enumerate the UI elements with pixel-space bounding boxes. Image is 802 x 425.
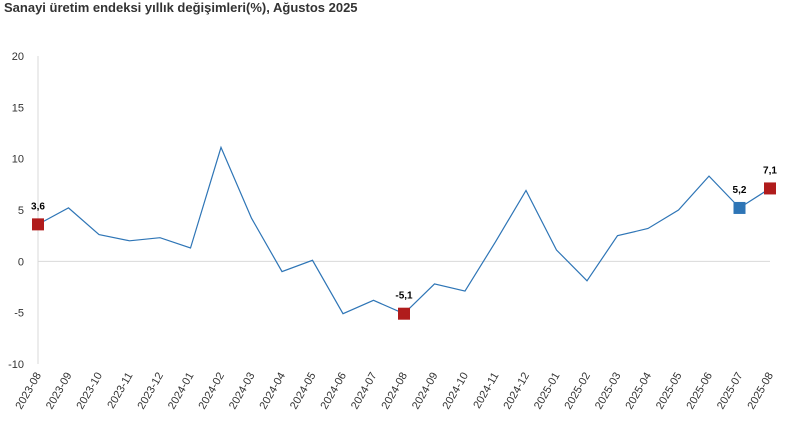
data-label: 3,6 <box>31 201 45 212</box>
x-tick-label: 2024-01 <box>166 371 197 412</box>
x-tick-label: 2025-06 <box>684 371 715 412</box>
data-labels: 3,6 -5,1 5,2 7,1 <box>31 165 777 301</box>
y-tick-label: -5 <box>14 308 24 320</box>
highlight-marker <box>733 201 746 214</box>
data-label: 5,2 <box>733 185 747 196</box>
x-tick-label: 2024-02 <box>196 371 227 412</box>
y-tick-label: 20 <box>12 51 24 63</box>
x-tick-label: 2025-02 <box>562 371 593 412</box>
data-label: 7,1 <box>763 165 777 176</box>
x-tick-label: 2024-05 <box>288 371 319 412</box>
y-tick-label: 15 <box>12 102 24 114</box>
x-tick-label: 2023-12 <box>135 371 166 412</box>
y-tick-label: 10 <box>12 154 24 166</box>
x-tick-label: 2024-11 <box>471 371 501 411</box>
x-tick-label: 2023-10 <box>74 371 105 412</box>
x-tick-label: 2025-08 <box>745 371 776 412</box>
x-tick-label: 2025-04 <box>623 371 654 412</box>
axes <box>37 56 770 364</box>
x-tick-label: 2024-12 <box>501 371 532 412</box>
series <box>37 145 771 315</box>
y-tick-labels: 20 15 10 5 0 -5 -10 <box>8 51 24 371</box>
highlight-marker <box>764 182 776 195</box>
highlight-markers <box>32 182 776 320</box>
y-tick-label: 0 <box>18 256 24 268</box>
x-tick-label: 2024-03 <box>227 371 258 412</box>
x-tick-label: 2024-09 <box>410 371 441 412</box>
x-tick-label: 2024-10 <box>440 371 471 412</box>
x-tick-label: 2024-06 <box>318 371 349 412</box>
series-line <box>37 145 771 315</box>
x-tick-label: 2024-04 <box>257 371 288 412</box>
x-tick-label: 2023-09 <box>44 371 75 412</box>
x-tick-label: 2025-01 <box>532 371 563 412</box>
x-tick-label: 2023-11 <box>105 371 135 411</box>
y-tick-label: -10 <box>8 359 24 371</box>
highlight-marker <box>398 307 410 320</box>
highlight-marker <box>32 218 44 231</box>
x-tick-label: 2024-07 <box>349 371 380 412</box>
data-label: -5,1 <box>395 291 413 302</box>
x-tick-label: 2025-05 <box>654 371 685 412</box>
x-tick-label: 2025-03 <box>593 371 624 412</box>
x-tick-label: 2023-08 <box>13 371 44 412</box>
x-tick-labels: 2023-08 2023-09 2023-10 2023-11 2023-12 2024-… <box>13 371 776 412</box>
chart-title: Sanayi üretim endeksi yıllık değişimleri… <box>4 0 358 15</box>
y-tick-label: 5 <box>18 205 24 217</box>
x-tick-label: 2024-08 <box>379 371 410 412</box>
x-tick-label: 2025-07 <box>715 371 746 412</box>
